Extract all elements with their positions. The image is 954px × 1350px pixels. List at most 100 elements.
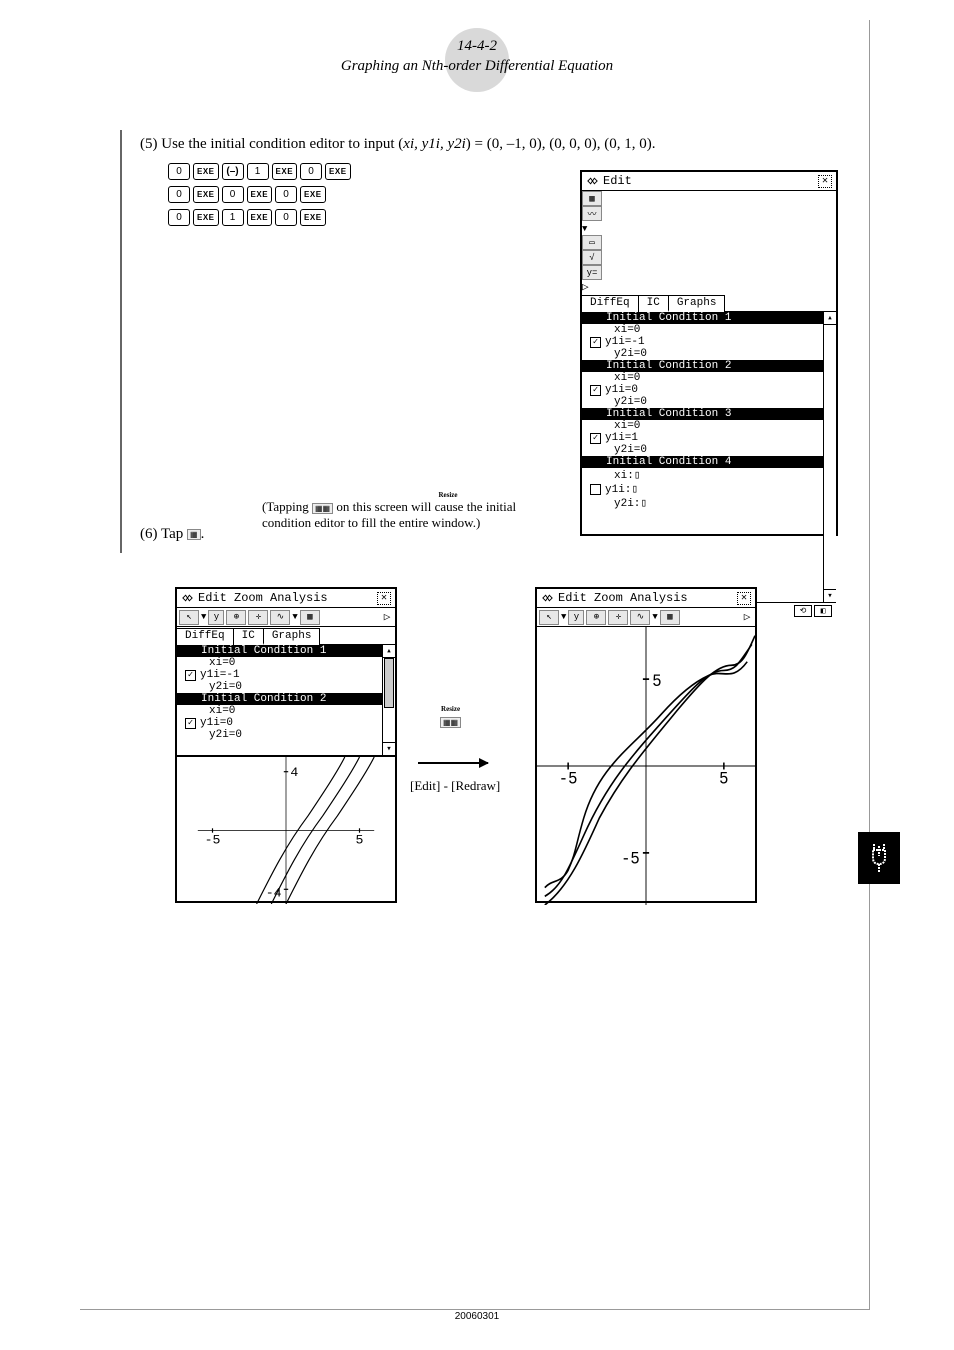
checkbox[interactable]: ✓	[185, 670, 196, 681]
checkbox[interactable]: ✓	[590, 385, 601, 396]
toolbar-arrow-btn[interactable]: ↖	[179, 610, 199, 625]
ic-xi: xi=0	[582, 420, 823, 432]
toolbar-btn-graph[interactable]: ∿	[630, 610, 650, 625]
screen3-titlebar: Edit Zoom Analysis ✕	[537, 589, 755, 608]
toolbar-btn-4[interactable]: √	[582, 250, 602, 265]
key-exe[interactable]: EXE	[325, 163, 351, 180]
tab-diffeq[interactable]: DiffEq	[582, 295, 639, 312]
ic-y2: y2i=0	[177, 729, 382, 741]
key-exe[interactable]: EXE	[247, 186, 273, 203]
svg-text:4: 4	[290, 765, 298, 780]
key-exe[interactable]: EXE	[300, 186, 326, 203]
close-icon[interactable]: ✕	[737, 592, 751, 605]
toolbar-btn-grid[interactable]: ▦	[660, 610, 680, 625]
ic-header: Initial Condition 1	[582, 312, 823, 324]
tab-graphs[interactable]: Graphs	[264, 628, 321, 645]
checkbox[interactable]	[590, 484, 601, 495]
scrollbar[interactable]: ▴ ▾	[823, 312, 836, 602]
ic-xi: xi=0	[177, 705, 382, 717]
screen3-graph: -5 5 5 -5	[537, 627, 755, 905]
footer-icon-1[interactable]: ⟲	[794, 605, 812, 617]
toolbar-dropdown-2[interactable]: ▼	[292, 612, 297, 622]
graph-svg: -5 5 4 -4	[177, 757, 395, 904]
calc-screen-2: Edit Zoom Analysis ✕ ↖ ▼ y ⊕ ✛ ∿ ▼ ▦ ▷ D…	[175, 587, 397, 903]
key-exe[interactable]: EXE	[300, 209, 326, 226]
close-icon[interactable]: ✕	[377, 592, 391, 605]
key-0[interactable]: 0	[300, 163, 322, 180]
screen2-toolbar: ↖ ▼ y ⊕ ✛ ∿ ▼ ▦ ▷	[177, 608, 395, 627]
checkbox[interactable]: ✓	[590, 433, 601, 444]
ic-y2: y2i=0	[582, 444, 823, 456]
step-5-text-before: Use the initial condition editor to inpu…	[161, 136, 403, 152]
close-icon[interactable]: ✕	[818, 175, 832, 188]
toolbar-btn-zoom[interactable]: ⊕	[226, 610, 246, 625]
ic-xi: xi=0	[582, 372, 823, 384]
key-0[interactable]: 0	[168, 163, 190, 180]
resize-icon-mid[interactable]: ▦▦	[440, 717, 461, 728]
toolbar-more-icon[interactable]: ▷	[381, 610, 393, 624]
screen2-titlebar: Edit Zoom Analysis ✕	[177, 589, 395, 608]
toolbar-dropdown-2[interactable]: ▼	[652, 612, 657, 622]
toolbar-btn-cross[interactable]: ✛	[248, 610, 268, 625]
footer-code: 20060301	[0, 1311, 954, 1322]
key-exe[interactable]: EXE	[272, 163, 298, 180]
tab-ic[interactable]: IC	[234, 628, 264, 645]
key-neg[interactable]: (–)	[222, 163, 244, 180]
footer-icon-2[interactable]: ◧	[814, 605, 832, 617]
scroll-down-icon[interactable]: ▾	[383, 742, 395, 755]
page-header: 14-4-2 Graphing an Nth-order Differentia…	[0, 36, 954, 77]
toolbar-btn-grid[interactable]: ▦	[300, 610, 320, 625]
graph-icon[interactable]: ▦	[187, 529, 201, 540]
toolbar-dropdown-1[interactable]: ▼	[201, 612, 206, 622]
ic-y1: ✓y1i=0	[177, 717, 382, 729]
clover-icon	[181, 593, 194, 603]
toolbar-arrow-btn[interactable]: ↖	[539, 610, 559, 625]
ic-xi: xi:▯	[582, 468, 823, 482]
toolbar-btn-y[interactable]: y	[208, 610, 224, 625]
tab-graphs[interactable]: Graphs	[669, 295, 726, 312]
step-5-text-after: ) = (0, –1, 0), (0, 0, 0), (0, 1, 0).	[466, 136, 656, 152]
toolbar-dropdown-1[interactable]: ▼	[561, 612, 566, 622]
toolbar-more-icon[interactable]: ▷	[741, 610, 753, 624]
key-1[interactable]: 1	[222, 209, 244, 226]
toolbar-btn-zoom[interactable]: ⊕	[586, 610, 606, 625]
screen2-body-ic: Initial Condition 1xi=0✓y1i=-1y2i=0Initi…	[177, 645, 395, 757]
scroll-up-icon[interactable]: ▴	[383, 645, 395, 658]
toolbar-more-icon[interactable]: ▷	[582, 282, 589, 294]
scrollbar[interactable]: ▴ ▾	[382, 645, 395, 755]
toolbar-btn-y[interactable]: y	[568, 610, 584, 625]
key-0[interactable]: 0	[168, 186, 190, 203]
scroll-thumb[interactable]	[384, 658, 394, 708]
key-exe[interactable]: EXE	[193, 163, 219, 180]
key-exe[interactable]: EXE	[193, 186, 219, 203]
toolbar-btn-1[interactable]: ▦	[582, 191, 602, 206]
key-1[interactable]: 1	[247, 163, 269, 180]
screen3-toolbar: ↖ ▼ y ⊕ ✛ ∿ ▼ ▦ ▷	[537, 608, 755, 627]
key-exe[interactable]: EXE	[193, 209, 219, 226]
plug-icon	[865, 842, 893, 874]
ic-header: Initial Condition 2	[582, 360, 823, 372]
toolbar-btn-5[interactable]: y=	[582, 265, 602, 280]
checkbox[interactable]: ✓	[185, 718, 196, 729]
step-6-label: (6)	[140, 526, 158, 542]
checkbox[interactable]: ✓	[590, 337, 601, 348]
key-0[interactable]: 0	[275, 186, 297, 203]
toolbar-btn-cross[interactable]: ✛	[608, 610, 628, 625]
tab-diffeq[interactable]: DiffEq	[177, 628, 234, 645]
graph-svg: -5 5 5 -5	[537, 627, 755, 905]
resize-icon[interactable]: ▦▦	[312, 503, 333, 514]
ic-y1: y1i:▯	[582, 482, 823, 496]
screen2-graph: -5 5 4 -4	[177, 757, 395, 904]
key-exe[interactable]: EXE	[247, 209, 273, 226]
key-0[interactable]: 0	[168, 209, 190, 226]
key-0[interactable]: 0	[222, 186, 244, 203]
svg-text:-5: -5	[205, 833, 221, 848]
scroll-up-icon[interactable]: ▴	[824, 312, 836, 325]
toolbar-btn-2[interactable]: 〰	[582, 206, 602, 221]
scroll-down-icon[interactable]: ▾	[824, 589, 836, 602]
tab-ic[interactable]: IC	[639, 295, 669, 312]
toolbar-dropdown-arrow[interactable]: ▼	[582, 224, 587, 234]
key-0[interactable]: 0	[275, 209, 297, 226]
toolbar-btn-graph[interactable]: ∿	[270, 610, 290, 625]
toolbar-btn-3[interactable]: ▭	[582, 235, 602, 250]
